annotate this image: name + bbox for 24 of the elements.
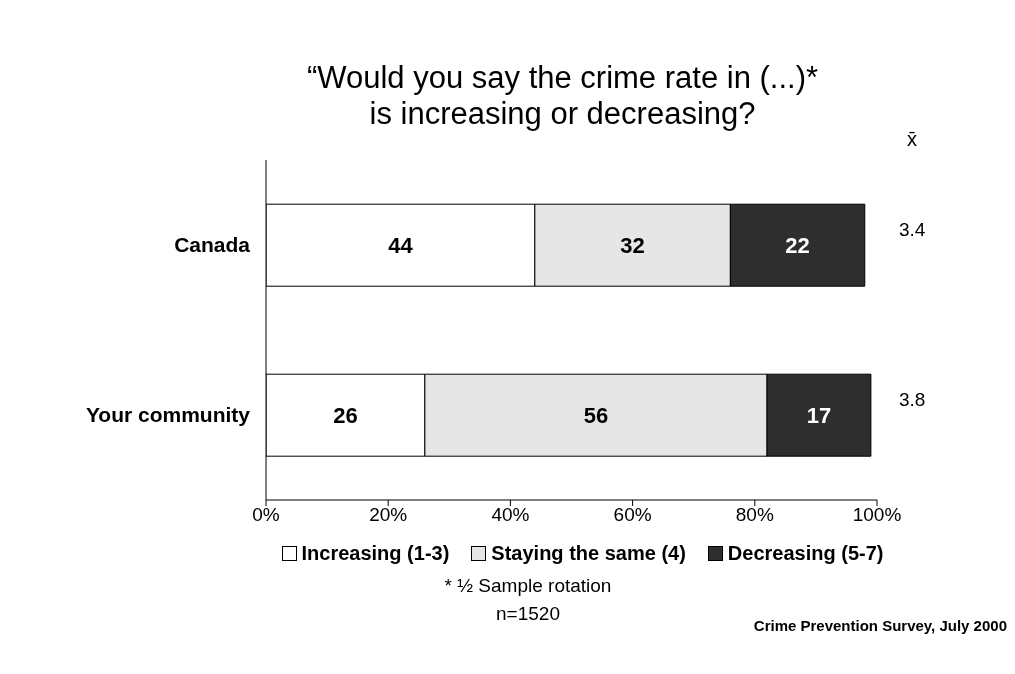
legend-label: Increasing (1-3) <box>300 542 450 565</box>
data-label: 44 <box>388 233 414 259</box>
x-tick-label: 60% <box>613 504 652 526</box>
x-tick-label: 0% <box>252 504 280 526</box>
x-tick-label: 100% <box>852 504 902 526</box>
x-tick-label: 20% <box>369 504 408 526</box>
x-tick-label: 40% <box>491 504 530 526</box>
text: x̄ <box>907 128 917 151</box>
text: n=1520 <box>495 603 561 625</box>
data-label: 17 <box>806 403 832 429</box>
text: 3.4 <box>899 219 926 241</box>
y-tick-label: Canada <box>174 233 251 257</box>
text: Crime Prevention Survey, July 2000 <box>753 617 1007 634</box>
y-tick-label: Your community <box>85 403 251 427</box>
data-label: 26 <box>333 403 358 429</box>
x-tick-label: 80% <box>735 504 774 526</box>
data-label: 32 <box>620 233 645 259</box>
legend-label: Staying the same (4) <box>490 542 686 565</box>
legend-label: Decreasing (5-7) <box>726 542 884 565</box>
data-label: 56 <box>583 403 609 429</box>
data-label: 22 <box>785 233 810 259</box>
chart-title: “Would you say the crime rate in (...)* is increasing or decreasing? <box>305 60 820 131</box>
text: 3.8 <box>899 389 926 411</box>
text: * ½ Sample rotation <box>443 575 613 597</box>
